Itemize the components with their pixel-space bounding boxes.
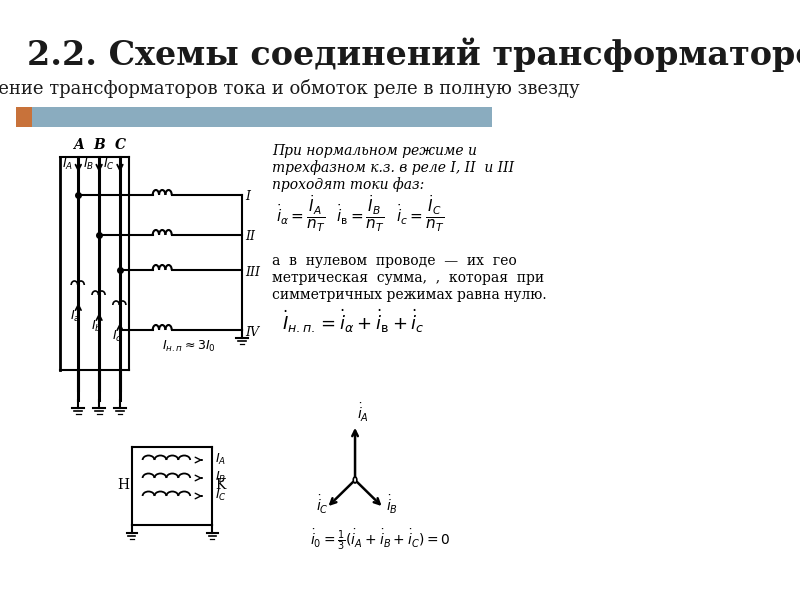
Text: I: I bbox=[245, 191, 250, 203]
Text: K: K bbox=[215, 478, 226, 492]
Text: $\dot{i}_\text{в} = \dfrac{\dot{I}_B}{n_T}$: $\dot{i}_\text{в} = \dfrac{\dot{I}_B}{n_… bbox=[336, 194, 385, 233]
Text: II: II bbox=[245, 230, 255, 244]
Text: $I_C$: $I_C$ bbox=[103, 157, 115, 172]
Text: $I_a$: $I_a$ bbox=[70, 309, 81, 324]
Text: трехфазном к.з. в реле I, II  и III: трехфазном к.з. в реле I, II и III bbox=[272, 160, 514, 175]
Text: $I_B$: $I_B$ bbox=[215, 470, 226, 485]
Circle shape bbox=[354, 477, 357, 483]
Text: $\dot{i}_C$: $\dot{i}_C$ bbox=[316, 494, 329, 517]
Bar bbox=[16, 107, 33, 127]
Text: а  в  нулевом  проводе  —  их  гео: а в нулевом проводе — их гео bbox=[272, 254, 517, 268]
Text: B: B bbox=[94, 138, 105, 152]
Text: $\dot{i}_c = \dfrac{\dot{I}_C}{n_T}$: $\dot{i}_c = \dfrac{\dot{I}_C}{n_T}$ bbox=[395, 194, 444, 233]
Text: $\dot{I}_{н.п.} = \dot{i}_\alpha + \dot{i}_\text{в} + \dot{i}_c$: $\dot{I}_{н.п.} = \dot{i}_\alpha + \dot{… bbox=[282, 308, 425, 335]
Text: $I_A$: $I_A$ bbox=[62, 157, 73, 172]
Text: $\dot{i}_B$: $\dot{i}_B$ bbox=[386, 494, 398, 517]
Text: $I_c$: $I_c$ bbox=[112, 329, 122, 344]
Text: метрическая  сумма,  ,  которая  при: метрическая сумма, , которая при bbox=[272, 271, 544, 285]
Text: При нормальном режиме и: При нормальном режиме и bbox=[272, 144, 477, 158]
Text: $I_b$: $I_b$ bbox=[90, 319, 102, 334]
Text: $I_C$: $I_C$ bbox=[215, 488, 227, 503]
Text: Соединение трансформаторов тока и обмоток реле в полную звезду: Соединение трансформаторов тока и обмото… bbox=[0, 79, 580, 97]
Text: C: C bbox=[114, 138, 126, 152]
Text: $I_{н.п}\approx 3I_0$: $I_{н.п}\approx 3I_0$ bbox=[162, 339, 215, 354]
Text: A: A bbox=[73, 138, 84, 152]
Text: 2.2. Схемы соединений трансформаторов тока: 2.2. Схемы соединений трансформаторов то… bbox=[26, 38, 800, 72]
Text: $I_B$: $I_B$ bbox=[83, 157, 94, 172]
Text: IV: IV bbox=[245, 325, 259, 338]
Text: III: III bbox=[245, 265, 260, 278]
Text: H: H bbox=[118, 478, 130, 492]
Text: симметричных режимах равна нулю.: симметричных режимах равна нулю. bbox=[272, 288, 546, 302]
Text: $\dot{i}_0=\frac{1}{3}(\dot{i}_A+\dot{i}_B+\dot{i}_C)=0$: $\dot{i}_0=\frac{1}{3}(\dot{i}_A+\dot{i}… bbox=[310, 527, 451, 551]
Text: проходят токи фаз:: проходят токи фаз: bbox=[272, 177, 424, 192]
Text: $\dot{i}_\alpha = \dfrac{\dot{I}_A}{n_T}$: $\dot{i}_\alpha = \dfrac{\dot{I}_A}{n_T}… bbox=[277, 194, 326, 233]
Bar bbox=[16, 107, 492, 127]
Text: $I_A$: $I_A$ bbox=[215, 452, 226, 467]
Text: $\dot{i}_A$: $\dot{i}_A$ bbox=[358, 403, 370, 424]
